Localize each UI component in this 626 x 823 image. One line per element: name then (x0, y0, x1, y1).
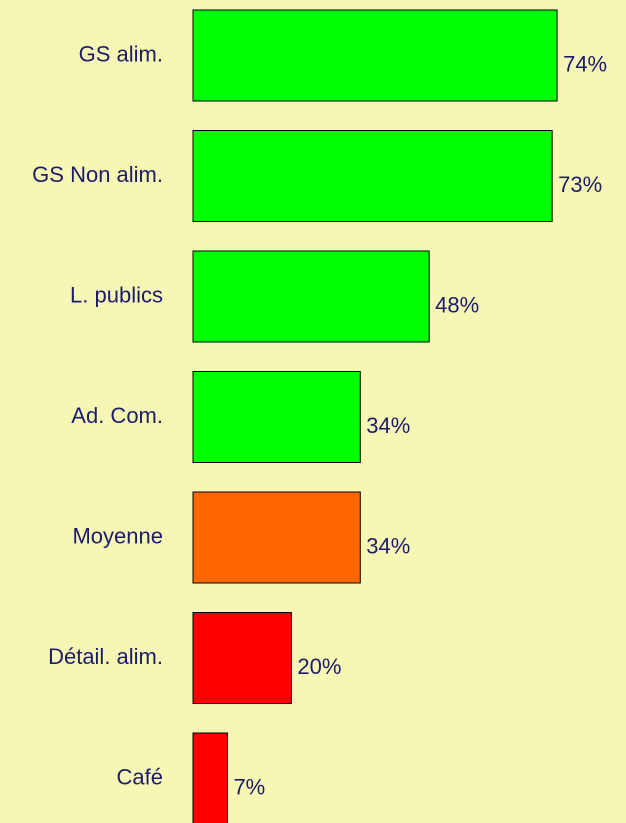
value-label: 48% (435, 292, 479, 317)
value-label: 7% (233, 774, 265, 799)
bar (192, 732, 228, 823)
category-label: GS alim. (79, 41, 163, 66)
category-label: L. publics (70, 282, 163, 307)
bar (192, 9, 558, 102)
category-label: Détail. alim. (48, 644, 163, 669)
category-label: Moyenne (72, 523, 163, 548)
bar (192, 250, 430, 343)
category-label: Ad. Com. (71, 403, 163, 428)
value-label: 34% (366, 533, 410, 558)
bar (192, 612, 292, 704)
category-label: Café (117, 764, 163, 789)
category-label: GS Non alim. (32, 162, 163, 187)
bar (192, 491, 361, 584)
value-label: 34% (366, 413, 410, 438)
value-label: 73% (558, 172, 602, 197)
bar (192, 371, 361, 463)
bar (192, 130, 553, 222)
value-label: 74% (563, 51, 607, 76)
value-label: 20% (297, 654, 341, 679)
